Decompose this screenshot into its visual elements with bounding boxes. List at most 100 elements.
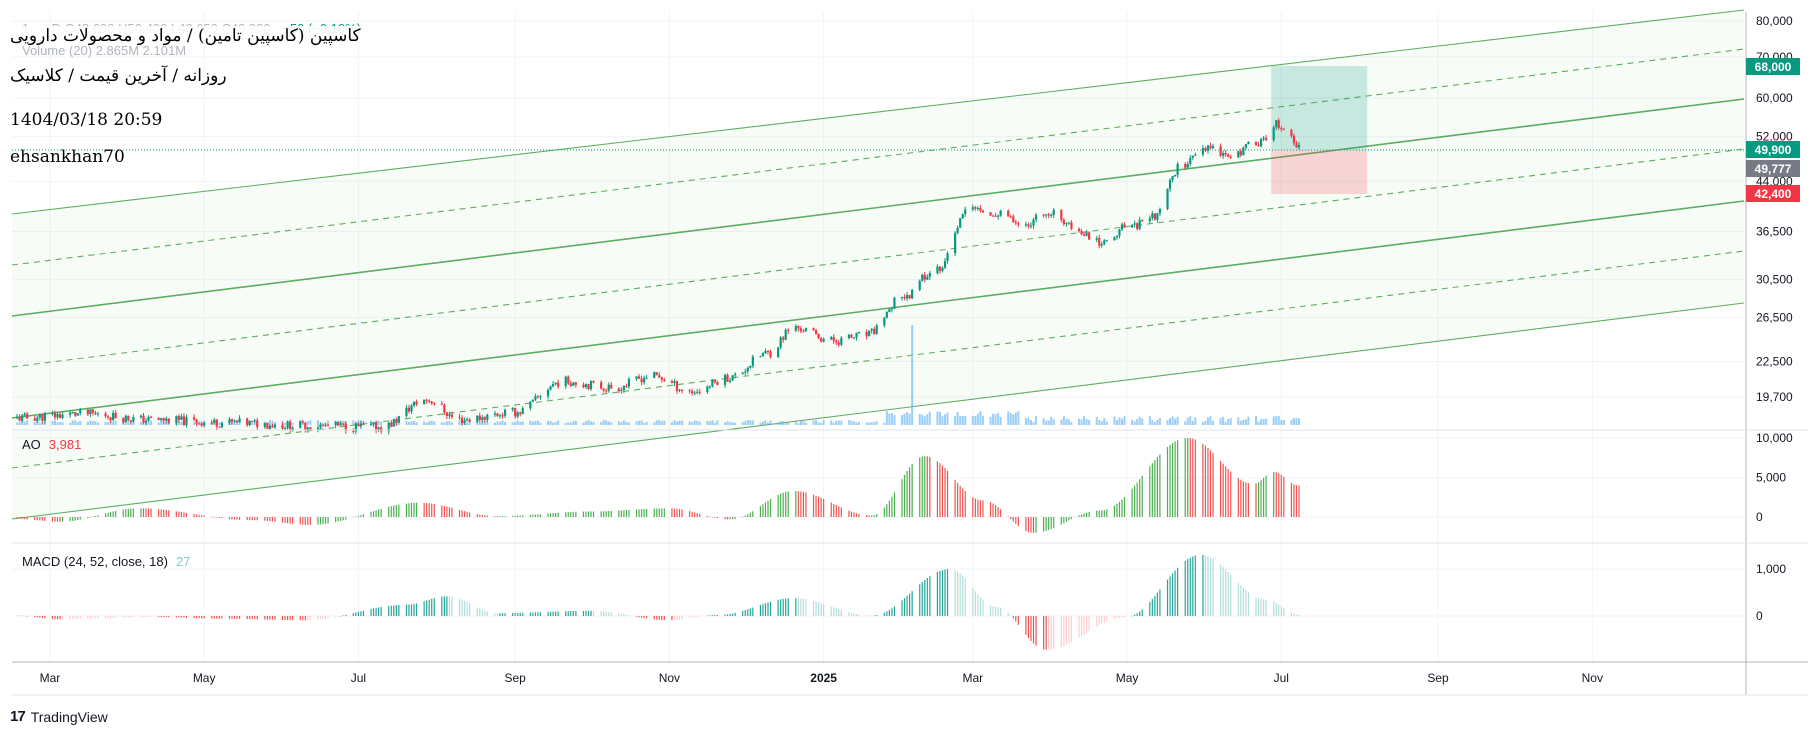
- volume-bar: [954, 415, 957, 425]
- ao-bar: [501, 516, 504, 517]
- macd-bar: [802, 598, 805, 616]
- ao-bar: [317, 517, 319, 525]
- ao-bar: [749, 512, 751, 517]
- ao-legend[interactable]: AO 3,981: [22, 437, 81, 452]
- time-axis[interactable]: Mar May Jul Sep Nov 2025 Mar May Jul Sep Nov: [40, 671, 1603, 685]
- macd-bar: [393, 605, 395, 616]
- volume-bar: [36, 421, 39, 425]
- ao-bar: [484, 515, 486, 517]
- candle-body: [362, 423, 365, 425]
- candle-body: [607, 384, 610, 391]
- ao-bar: [249, 517, 251, 521]
- price-badge: [1746, 185, 1800, 202]
- candle-body: [900, 297, 904, 299]
- ao-bar: [446, 506, 448, 517]
- candle-body: [26, 413, 29, 419]
- candle-body: [149, 416, 153, 418]
- macd-bar: [729, 613, 731, 616]
- long-position-tool[interactable]: [12, 66, 1744, 194]
- volume-bar: [944, 414, 947, 425]
- ao-bar: [777, 494, 779, 517]
- ao-bar: [1262, 477, 1265, 517]
- ao-bar: [628, 509, 630, 517]
- ao-bar: [1106, 509, 1108, 517]
- candle-body: [1194, 154, 1197, 156]
- ao-bar: [1121, 499, 1123, 517]
- volume-bar: [284, 422, 287, 425]
- ao-bar: [428, 503, 430, 517]
- volume-bar: [1032, 421, 1035, 425]
- candle-body: [1098, 238, 1101, 246]
- candle-body: [412, 401, 416, 406]
- ao-bar: [201, 515, 203, 517]
- macd-bar: [1032, 616, 1035, 644]
- candle-body: [337, 421, 340, 426]
- macd-bar: [635, 616, 638, 617]
- macd-bar: [901, 600, 903, 616]
- tradingview-logo[interactable]: 17 TradingView: [10, 708, 108, 725]
- ao-bar: [689, 511, 691, 517]
- volume-bar: [1156, 419, 1159, 425]
- macd-bar: [797, 598, 799, 616]
- candle-body: [1113, 237, 1116, 241]
- candle-body: [516, 412, 519, 417]
- macd-legend[interactable]: MACD (24, 52, close, 18) 27: [22, 554, 190, 569]
- candle-body: [820, 338, 823, 342]
- volume-bar: [1098, 419, 1101, 425]
- candle-body: [180, 416, 183, 420]
- candle-body: [286, 421, 289, 429]
- volume-bar: [794, 421, 797, 425]
- volume-bar: [342, 420, 345, 425]
- macd-bar: [972, 587, 974, 616]
- candle-body: [1120, 224, 1124, 230]
- macd-bar: [309, 616, 311, 621]
- candle-body: [706, 386, 709, 393]
- volume-bar: [787, 422, 790, 425]
- ao-bar: [891, 496, 893, 517]
- volume-bar: [483, 420, 486, 425]
- ao-bar: [992, 503, 994, 517]
- ao-bar: [198, 514, 200, 517]
- ao-bar: [724, 517, 726, 520]
- ao-bar: [274, 517, 276, 522]
- macd-bar: [1027, 616, 1030, 639]
- volume-bar: [901, 415, 904, 425]
- volume-bar: [1080, 419, 1083, 425]
- volume-bar: [549, 421, 552, 425]
- macd-bar: [1050, 616, 1052, 650]
- ao-bar: [1065, 517, 1067, 522]
- candle-body: [989, 212, 992, 216]
- candle-body: [994, 215, 997, 217]
- ao-bar: [552, 513, 554, 517]
- volume-bar: [1297, 418, 1300, 425]
- volume-bar: [1242, 419, 1245, 425]
- candle-body: [58, 413, 62, 418]
- macd-bar: [876, 615, 878, 616]
- ao-bar: [1045, 517, 1047, 531]
- candle-body: [804, 328, 808, 332]
- volume-bar: [16, 422, 19, 425]
- macd-bar: [74, 616, 76, 620]
- candle-body: [91, 409, 95, 413]
- candle-body: [812, 328, 815, 331]
- candle-body: [273, 424, 277, 428]
- macd-bar: [1043, 616, 1045, 650]
- volume-bar: [688, 421, 691, 425]
- candle-body: [299, 421, 302, 428]
- candle-body: [36, 417, 39, 421]
- candle-body: [885, 311, 888, 318]
- symbol-title: کاسپین (کاسپین تامین) / مواد و محصولات د…: [10, 26, 361, 46]
- volume-bar: [468, 420, 471, 425]
- volume-bar: [1014, 412, 1017, 425]
- volume-bar: [112, 421, 115, 425]
- candle-body: [94, 412, 97, 414]
- price-axis[interactable]: 80,00070,00060,00052,00044,00036,50030,5…: [1756, 14, 1793, 404]
- macd-bar: [1085, 616, 1088, 633]
- volume-bar: [600, 422, 603, 425]
- volume-bar: [1219, 417, 1222, 425]
- volume-bar: [1194, 417, 1197, 425]
- macd-bar: [94, 616, 97, 619]
- macd-bar: [570, 611, 572, 616]
- volume-bar: [1012, 414, 1015, 425]
